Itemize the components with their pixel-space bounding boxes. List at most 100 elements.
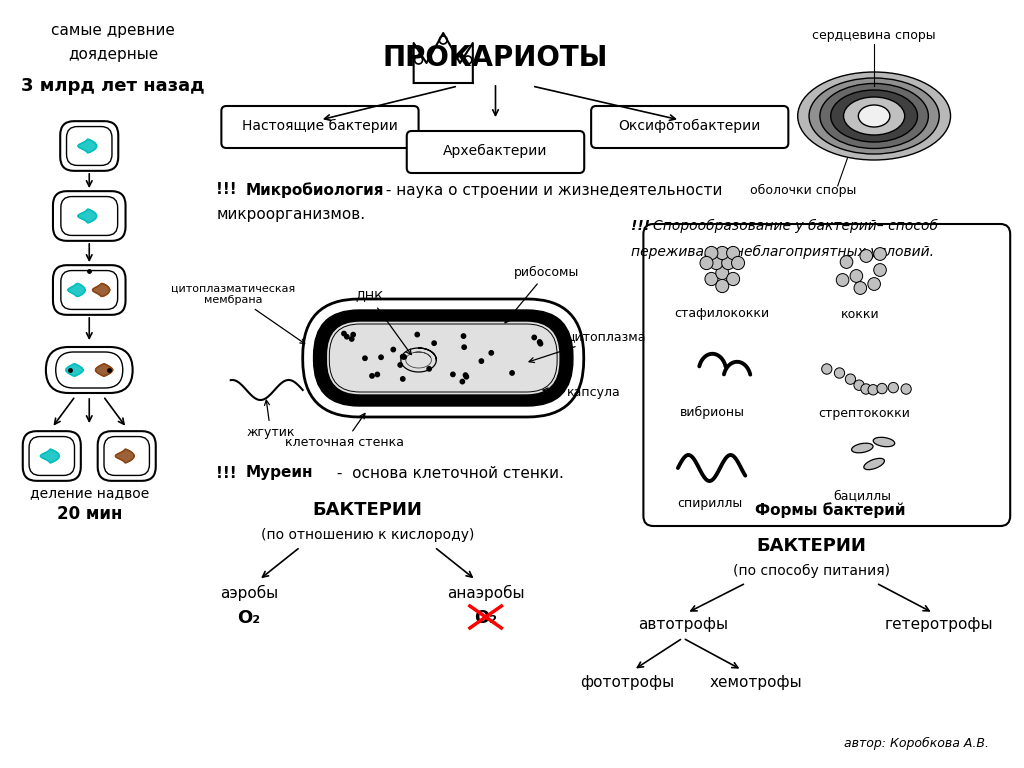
Text: бациллы: бациллы bbox=[834, 489, 891, 502]
Circle shape bbox=[901, 384, 911, 394]
FancyBboxPatch shape bbox=[643, 224, 1011, 526]
Text: жгутик: жгутик bbox=[247, 400, 295, 439]
Circle shape bbox=[464, 375, 469, 379]
FancyBboxPatch shape bbox=[67, 127, 112, 165]
Circle shape bbox=[400, 355, 404, 359]
Text: автор: Коробкова А.В.: автор: Коробкова А.В. bbox=[844, 737, 988, 750]
Text: Оксифотобактерии: Оксифотобактерии bbox=[618, 119, 761, 133]
Text: ДНК: ДНК bbox=[355, 290, 412, 355]
Ellipse shape bbox=[809, 78, 939, 154]
FancyBboxPatch shape bbox=[591, 106, 788, 148]
Circle shape bbox=[727, 247, 739, 260]
Circle shape bbox=[351, 333, 355, 337]
Circle shape bbox=[510, 371, 514, 375]
Circle shape bbox=[835, 368, 845, 378]
Text: анаэробы: анаэробы bbox=[446, 585, 524, 601]
FancyBboxPatch shape bbox=[60, 270, 118, 310]
Circle shape bbox=[850, 270, 862, 283]
FancyBboxPatch shape bbox=[221, 106, 419, 148]
Circle shape bbox=[342, 331, 346, 336]
FancyBboxPatch shape bbox=[97, 431, 156, 481]
Circle shape bbox=[349, 336, 354, 341]
FancyBboxPatch shape bbox=[313, 310, 572, 406]
Circle shape bbox=[345, 335, 349, 339]
Text: Спорообразование у бактерий– способ: Спорообразование у бактерий– способ bbox=[653, 219, 938, 233]
Circle shape bbox=[731, 257, 744, 270]
Circle shape bbox=[432, 341, 436, 346]
Text: Микробиология: Микробиология bbox=[246, 182, 385, 198]
Circle shape bbox=[400, 377, 404, 381]
Text: капсула: капсула bbox=[543, 386, 621, 399]
Circle shape bbox=[539, 342, 543, 346]
Circle shape bbox=[846, 374, 856, 384]
FancyBboxPatch shape bbox=[303, 299, 584, 417]
Circle shape bbox=[854, 380, 864, 390]
Text: О₂: О₂ bbox=[238, 609, 260, 627]
Circle shape bbox=[427, 366, 431, 371]
Polygon shape bbox=[116, 449, 134, 463]
Circle shape bbox=[854, 282, 866, 294]
Circle shape bbox=[460, 379, 465, 384]
Circle shape bbox=[700, 257, 713, 270]
Circle shape bbox=[841, 256, 853, 268]
Text: гетеротрофы: гетеротрофы bbox=[885, 617, 993, 633]
Circle shape bbox=[391, 347, 395, 352]
Ellipse shape bbox=[820, 84, 929, 148]
Circle shape bbox=[362, 356, 368, 360]
Text: - наука о строении и жизнедеятельности: - наука о строении и жизнедеятельности bbox=[381, 183, 723, 197]
Text: оболочки споры: оболочки споры bbox=[750, 184, 856, 197]
FancyBboxPatch shape bbox=[29, 436, 75, 475]
Ellipse shape bbox=[798, 72, 950, 160]
FancyBboxPatch shape bbox=[53, 191, 126, 241]
Text: кокки: кокки bbox=[841, 307, 880, 320]
FancyBboxPatch shape bbox=[60, 121, 119, 170]
Text: цитоплазма: цитоплазма bbox=[529, 330, 646, 362]
Circle shape bbox=[451, 372, 455, 376]
Circle shape bbox=[479, 359, 483, 363]
Text: 3 млрд лет назад: 3 млрд лет назад bbox=[22, 77, 205, 95]
Circle shape bbox=[877, 383, 887, 394]
Circle shape bbox=[379, 355, 383, 359]
Text: Формы бактерий: Формы бактерий bbox=[756, 502, 906, 518]
Polygon shape bbox=[78, 209, 96, 223]
Circle shape bbox=[861, 384, 871, 394]
Text: аэробы: аэробы bbox=[220, 585, 279, 601]
Polygon shape bbox=[92, 283, 110, 296]
Circle shape bbox=[415, 333, 420, 336]
Text: БАКТЕРИИ: БАКТЕРИИ bbox=[312, 501, 422, 519]
Circle shape bbox=[705, 247, 718, 260]
Ellipse shape bbox=[864, 458, 885, 470]
Circle shape bbox=[489, 351, 494, 355]
Circle shape bbox=[462, 334, 466, 338]
Text: !!!: !!! bbox=[216, 183, 243, 197]
Text: фототрофы: фототрофы bbox=[581, 676, 675, 690]
Circle shape bbox=[888, 382, 898, 392]
Text: ПРОКАРИОТЫ: ПРОКАРИОТЫ bbox=[383, 44, 608, 72]
Text: БАКТЕРИИ: БАКТЕРИИ bbox=[756, 537, 866, 555]
Polygon shape bbox=[66, 364, 83, 376]
Text: деление надвое: деление надвое bbox=[30, 486, 148, 500]
FancyBboxPatch shape bbox=[55, 352, 123, 388]
Circle shape bbox=[867, 277, 881, 290]
Circle shape bbox=[538, 339, 542, 344]
Ellipse shape bbox=[830, 90, 918, 142]
Circle shape bbox=[710, 257, 723, 270]
Text: !!!: !!! bbox=[216, 465, 243, 481]
Polygon shape bbox=[95, 364, 113, 376]
Ellipse shape bbox=[858, 105, 890, 127]
Circle shape bbox=[532, 336, 537, 339]
Text: доядерные: доядерные bbox=[68, 48, 158, 62]
FancyBboxPatch shape bbox=[60, 197, 118, 236]
FancyBboxPatch shape bbox=[330, 324, 557, 392]
FancyBboxPatch shape bbox=[407, 131, 585, 173]
Polygon shape bbox=[68, 283, 85, 296]
Text: спириллы: спириллы bbox=[677, 496, 742, 509]
FancyBboxPatch shape bbox=[46, 347, 133, 393]
Circle shape bbox=[873, 263, 887, 276]
Text: -  основа клеточной стенки.: - основа клеточной стенки. bbox=[332, 465, 563, 481]
Text: вибрионы: вибрионы bbox=[680, 406, 744, 419]
FancyBboxPatch shape bbox=[23, 431, 81, 481]
Circle shape bbox=[727, 273, 739, 286]
Circle shape bbox=[716, 247, 729, 260]
Circle shape bbox=[705, 273, 718, 286]
